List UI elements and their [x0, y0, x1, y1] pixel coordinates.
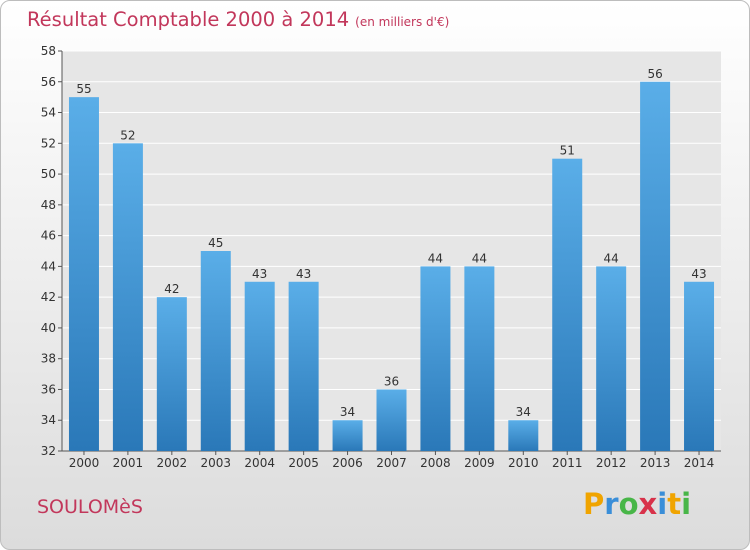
x-tick-label: 2000 [69, 456, 100, 470]
x-tick-label: 2009 [464, 456, 495, 470]
logo-letter: P [583, 487, 605, 521]
logo-letter: i [681, 487, 692, 521]
y-tick-label: 44 [41, 259, 56, 273]
x-tick-label: 2003 [200, 456, 231, 470]
chart-title: Résultat Comptable 2000 à 2014 (en millie… [27, 8, 449, 31]
data-label: 44 [604, 251, 619, 265]
y-tick-label: 32 [41, 444, 56, 458]
y-tick-label: 52 [41, 136, 56, 150]
x-tick-label: 2005 [288, 456, 319, 470]
bar [112, 143, 143, 452]
bar [684, 281, 715, 451]
x-tick-label: 2014 [684, 456, 715, 470]
x-tick-label: 2008 [420, 456, 451, 470]
logo-letter: t [667, 487, 682, 521]
data-label: 52 [120, 128, 135, 142]
y-tick-label: 42 [41, 290, 56, 304]
data-label: 43 [691, 267, 706, 281]
y-tick-label: 56 [41, 75, 56, 89]
bar [464, 266, 495, 451]
data-label: 36 [384, 374, 399, 388]
bar [288, 281, 319, 451]
data-label: 56 [647, 67, 662, 81]
y-tick-label: 46 [41, 229, 56, 243]
data-label: 43 [296, 267, 311, 281]
y-tick-label: 40 [41, 321, 56, 335]
y-tick-label: 38 [41, 352, 56, 366]
x-tick-label: 2004 [244, 456, 275, 470]
y-tick-label: 58 [41, 44, 56, 58]
data-label: 44 [472, 251, 487, 265]
bar [376, 389, 407, 451]
y-tick-label: 36 [41, 382, 56, 396]
bar [640, 81, 671, 452]
y-tick-label: 54 [41, 106, 56, 120]
y-tick-label: 48 [41, 198, 56, 212]
data-label: 43 [252, 267, 267, 281]
logo-letter: i [657, 487, 668, 521]
bar [332, 420, 363, 451]
bar [420, 266, 451, 451]
x-tick-label: 2010 [508, 456, 539, 470]
bar [596, 266, 627, 451]
town-name: SOULOMèS [37, 496, 143, 518]
logo-letter: r [604, 487, 619, 521]
data-label: 45 [208, 236, 223, 250]
x-tick-label: 2012 [596, 456, 627, 470]
proxiti-logo: Proxiti [583, 487, 691, 521]
bar [68, 97, 99, 452]
bar [552, 158, 583, 451]
x-tick-label: 2006 [332, 456, 363, 470]
data-label: 34 [516, 405, 531, 419]
x-tick-label: 2013 [640, 456, 671, 470]
chart-title-main: Résultat Comptable 2000 à 2014 [27, 8, 350, 31]
data-label: 44 [428, 251, 443, 265]
bar [244, 281, 275, 451]
x-tick-label: 2011 [552, 456, 583, 470]
logo-letter: o [618, 487, 639, 521]
data-label: 34 [340, 405, 355, 419]
bar [156, 297, 187, 451]
data-label: 51 [560, 144, 575, 158]
chart-title-unit: (en milliers d'€) [355, 15, 450, 29]
y-tick-label: 34 [41, 413, 56, 427]
x-tick-label: 2002 [157, 456, 188, 470]
logo-letter: x [638, 487, 658, 521]
x-tick-label: 2007 [376, 456, 407, 470]
data-label: 55 [76, 82, 91, 96]
y-tick-label: 50 [41, 167, 56, 181]
bar [200, 251, 231, 451]
x-tick-label: 2001 [113, 456, 144, 470]
bar [508, 420, 539, 451]
data-label: 42 [164, 282, 179, 296]
